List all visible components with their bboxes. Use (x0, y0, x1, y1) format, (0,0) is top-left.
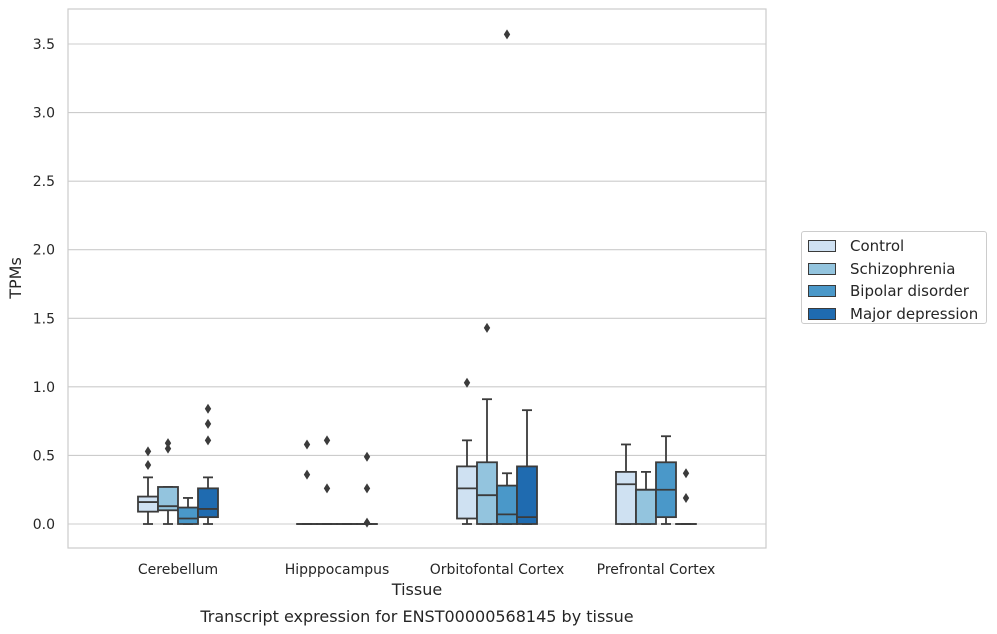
legend-swatch (808, 240, 836, 253)
x-axis-label: Tissue (391, 580, 442, 599)
box (197, 487, 219, 519)
outlier-point (144, 446, 152, 457)
legend: Control Schizophrenia Bipolar disorder Majo… (801, 231, 987, 324)
legend-item: Bipolar disorder (808, 280, 986, 303)
legend-label: Control (850, 237, 905, 256)
legend-label: Schizophrenia (850, 259, 956, 278)
box-3-3 (675, 468, 697, 525)
box-3-0 (197, 403, 219, 525)
outlier-point (164, 438, 172, 449)
y-axis-ticks: 0.0 0.5 1.0 1.5 2.0 2.5 3.0 3.5 (33, 37, 55, 533)
box-0-3 (615, 443, 637, 525)
box (137, 495, 159, 513)
gridlines (68, 43, 766, 525)
outlier-point (323, 483, 331, 494)
y-axis-label: TPMs (6, 257, 25, 300)
x-axis-ticks: Cerebellum Hipppocampus Orbitofontal Corte… (138, 562, 715, 578)
plot-frame (67, 8, 767, 549)
box-0-0 (137, 446, 159, 525)
legend-label: Major depression (850, 304, 979, 323)
y-tick-label: 2.0 (33, 243, 55, 259)
x-tick-label: Hipppocampus (285, 562, 390, 578)
outlier-point (682, 468, 690, 479)
outlier-point (303, 439, 311, 450)
outlier-point (204, 435, 212, 446)
x-tick-label: Cerebellum (138, 562, 218, 578)
outlier-point (363, 451, 371, 462)
outlier-point (323, 435, 331, 446)
box-1-2 (476, 322, 498, 525)
box-1-3 (635, 470, 657, 525)
outlier-point (503, 29, 511, 40)
box-0-1 (296, 439, 318, 525)
box-2-0 (177, 497, 199, 525)
legend-swatch (808, 285, 836, 298)
outlier-point (682, 492, 690, 503)
outlier-point (164, 443, 172, 454)
legend-item: Major depression (808, 303, 986, 326)
box-3-2 (516, 409, 538, 525)
y-tick-label: 3.5 (33, 37, 55, 53)
box (476, 461, 498, 525)
outlier-point (303, 469, 311, 480)
x-tick-label: Orbitofontal Cortex (430, 562, 565, 578)
box (615, 470, 637, 525)
legend-item: Control (808, 235, 986, 258)
x-tick-label: Prefrontal Cortex (597, 562, 716, 578)
box (496, 484, 518, 525)
box (157, 486, 179, 512)
box-1-0 (157, 438, 179, 525)
box-1-1 (316, 435, 338, 525)
y-tick-label: 0.5 (33, 448, 55, 464)
outlier-point (483, 322, 491, 333)
y-tick-label: 1.5 (33, 311, 55, 327)
box (177, 506, 199, 525)
y-tick-label: 3.0 (33, 106, 55, 122)
chart-caption: Transcript expression for ENST0000056814… (199, 607, 633, 626)
outlier-point (204, 418, 212, 429)
outlier-point (204, 403, 212, 414)
legend-label: Bipolar disorder (850, 282, 969, 301)
box-2-3 (655, 435, 677, 525)
box-3-1 (356, 451, 378, 528)
legend-swatch (808, 262, 836, 275)
y-tick-label: 2.5 (33, 174, 55, 190)
legend-item: Schizophrenia (808, 258, 986, 281)
box (635, 488, 657, 525)
outlier-point (144, 460, 152, 471)
box-2-2 (496, 29, 518, 525)
legend-swatch (808, 307, 836, 320)
box-0-2 (456, 377, 478, 525)
outlier-point (363, 483, 371, 494)
outlier-point (363, 517, 371, 528)
boxes (137, 29, 697, 528)
y-tick-label: 1.0 (33, 380, 55, 396)
outlier-point (463, 377, 471, 388)
box (456, 465, 478, 520)
y-tick-label: 0.0 (33, 517, 55, 533)
box (516, 465, 538, 525)
